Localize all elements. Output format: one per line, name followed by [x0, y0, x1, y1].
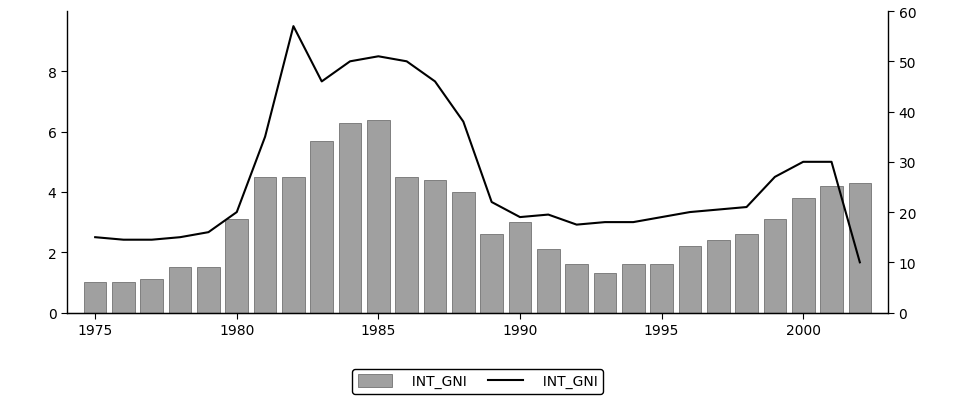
Bar	[764, 220, 786, 313]
Bar	[310, 142, 333, 313]
Bar	[848, 184, 871, 313]
Bar	[169, 268, 191, 313]
Bar	[225, 220, 248, 313]
Bar	[707, 241, 730, 313]
Bar	[622, 265, 645, 313]
Bar	[594, 273, 616, 313]
Bar	[84, 283, 107, 313]
Bar	[367, 120, 390, 313]
Bar	[537, 249, 560, 313]
Bar	[565, 265, 588, 313]
Bar	[509, 223, 531, 313]
Bar	[282, 177, 305, 313]
Bar	[197, 268, 220, 313]
Bar	[679, 247, 701, 313]
Bar	[650, 265, 673, 313]
Bar	[254, 177, 276, 313]
Bar	[424, 180, 446, 313]
Bar	[820, 186, 843, 313]
Bar	[735, 235, 758, 313]
Bar	[140, 280, 163, 313]
Bar	[792, 198, 815, 313]
Bar	[395, 177, 418, 313]
Bar	[339, 124, 361, 313]
Legend:   INT_GNI,   INT_GNI: INT_GNI, INT_GNI	[352, 369, 603, 394]
Bar	[112, 283, 135, 313]
Bar	[480, 235, 503, 313]
Bar	[452, 192, 475, 313]
